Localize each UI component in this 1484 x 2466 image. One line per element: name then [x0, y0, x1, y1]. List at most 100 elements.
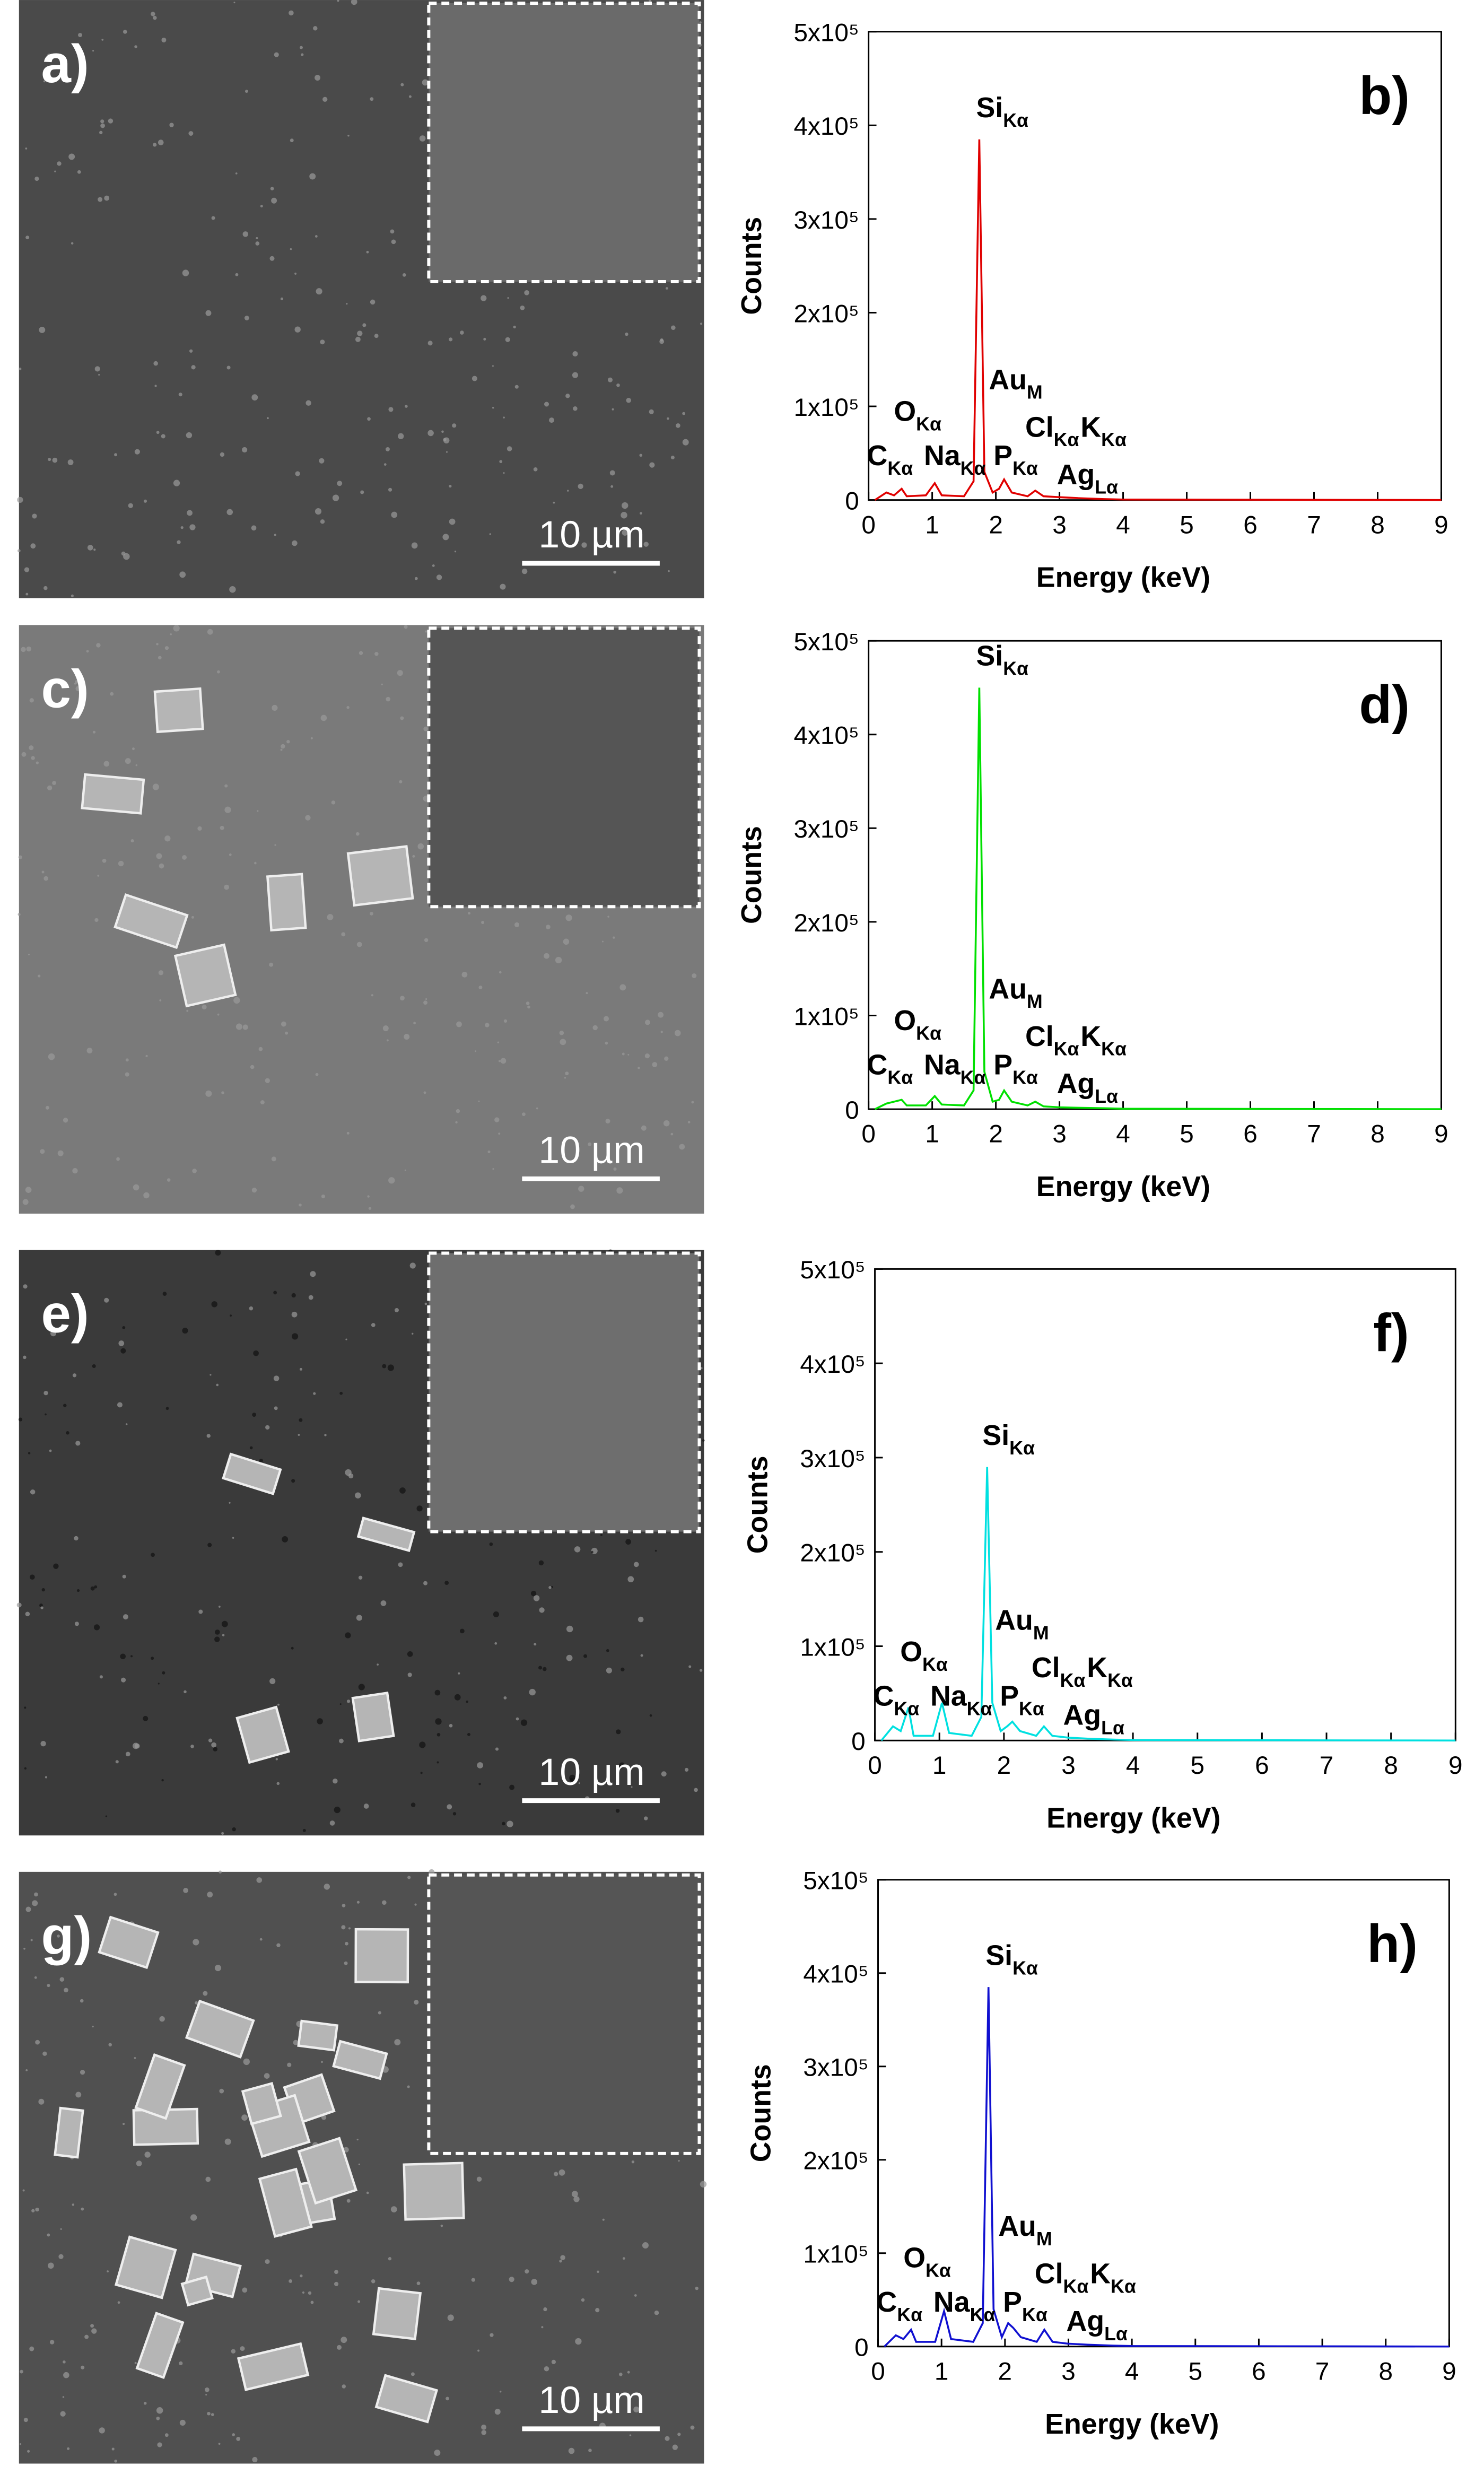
- scale-bar-label: 10 µm: [538, 1751, 644, 1793]
- texture: [368, 1207, 372, 1210]
- texture: [538, 1560, 544, 1566]
- texture: [156, 2416, 160, 2420]
- texture: [143, 1192, 150, 1199]
- texture: [98, 373, 100, 376]
- texture: [159, 863, 164, 869]
- texture: [132, 747, 135, 751]
- annotation-subscript: Kα: [887, 1067, 913, 1088]
- texture: [31, 756, 35, 760]
- texture: [280, 748, 283, 751]
- y-tick-label: 2x10⁵: [793, 909, 859, 937]
- texture: [622, 529, 628, 536]
- texture: [423, 726, 429, 731]
- texture: [25, 1611, 30, 1617]
- texture: [153, 361, 158, 366]
- texture: [158, 970, 164, 975]
- texture: [374, 334, 379, 338]
- texture: [346, 2199, 351, 2203]
- texture: [71, 594, 74, 597]
- texture: [644, 1053, 650, 1059]
- texture: [57, 1935, 60, 1938]
- texture: [122, 1574, 126, 1579]
- crystal: [403, 2162, 465, 2221]
- annotation-subscript: Kα: [1019, 1698, 1044, 1720]
- texture: [281, 1021, 286, 1027]
- spectrum-line: [874, 687, 1442, 1110]
- texture: [659, 339, 665, 344]
- texture: [22, 2189, 25, 2192]
- annotation-subscript: Lα: [1095, 1086, 1118, 1107]
- x-tick-label: 3: [1061, 2357, 1076, 2385]
- texture: [649, 409, 654, 414]
- texture: [219, 1870, 222, 1874]
- peak-annotation: ClKα: [1025, 411, 1079, 450]
- annotation-text: P: [1003, 2286, 1022, 2318]
- texture: [399, 1487, 406, 1494]
- y-tick-label: 1x10⁵: [800, 1633, 865, 1661]
- annotation-subscript: Kα: [916, 413, 941, 434]
- texture: [664, 1056, 669, 1061]
- annotation-subscript: Kα: [894, 1698, 919, 1720]
- texture: [26, 646, 31, 652]
- texture: [434, 2450, 441, 2456]
- texture: [29, 698, 34, 703]
- x-tick-label: 1: [925, 511, 939, 539]
- texture: [286, 739, 290, 744]
- y-tick-label: 4x10⁵: [793, 112, 859, 141]
- texture: [388, 2257, 392, 2261]
- texture: [355, 1492, 361, 1498]
- texture: [639, 512, 642, 515]
- texture: [156, 643, 159, 646]
- texture: [385, 447, 390, 451]
- texture: [588, 1142, 592, 1146]
- texture: [280, 297, 284, 301]
- texture: [564, 1077, 566, 1079]
- texture: [565, 394, 570, 398]
- texture: [399, 780, 403, 783]
- texture: [391, 239, 396, 245]
- texture: [19, 2443, 22, 2445]
- spectrum-line: [874, 139, 1442, 501]
- x-tick-label: 9: [1434, 1120, 1448, 1148]
- texture: [291, 1479, 295, 1483]
- texture: [497, 1041, 500, 1043]
- texture: [339, 1391, 343, 1395]
- y-tick-label: 3x10⁵: [800, 1445, 865, 1473]
- texture: [94, 918, 99, 922]
- texture: [315, 75, 321, 81]
- texture: [90, 1586, 95, 1591]
- texture: [500, 583, 506, 590]
- texture: [92, 50, 94, 52]
- texture: [371, 2279, 376, 2284]
- texture: [411, 1802, 416, 1807]
- texture: [30, 1574, 35, 1580]
- texture: [269, 1678, 276, 1685]
- texture: [553, 501, 555, 504]
- texture: [408, 95, 412, 98]
- scale-bar-label: 10 µm: [538, 1129, 644, 1172]
- texture: [499, 971, 502, 974]
- annotation-text: P: [993, 440, 1012, 472]
- texture: [560, 2255, 565, 2260]
- annotation-text: Si: [982, 1419, 1009, 1451]
- texture: [92, 2025, 94, 2028]
- texture: [16, 1602, 22, 1608]
- texture: [578, 483, 583, 489]
- texture: [184, 1690, 187, 1694]
- texture: [566, 1654, 573, 1661]
- texture: [477, 1762, 484, 1768]
- x-tick-label: 5: [1189, 2357, 1203, 2385]
- texture: [272, 704, 278, 711]
- texture: [390, 2206, 397, 2213]
- x-axis-label: Energy (keV): [1045, 2408, 1219, 2440]
- x-tick-label: 4: [1116, 511, 1130, 539]
- peak-annotation: KKα: [1087, 1652, 1133, 1691]
- texture: [526, 1001, 530, 1005]
- texture: [25, 1906, 31, 1912]
- inset: [427, 2, 701, 283]
- texture: [18, 913, 21, 916]
- texture: [386, 696, 390, 702]
- crystal: [81, 773, 145, 815]
- texture: [291, 1333, 299, 1340]
